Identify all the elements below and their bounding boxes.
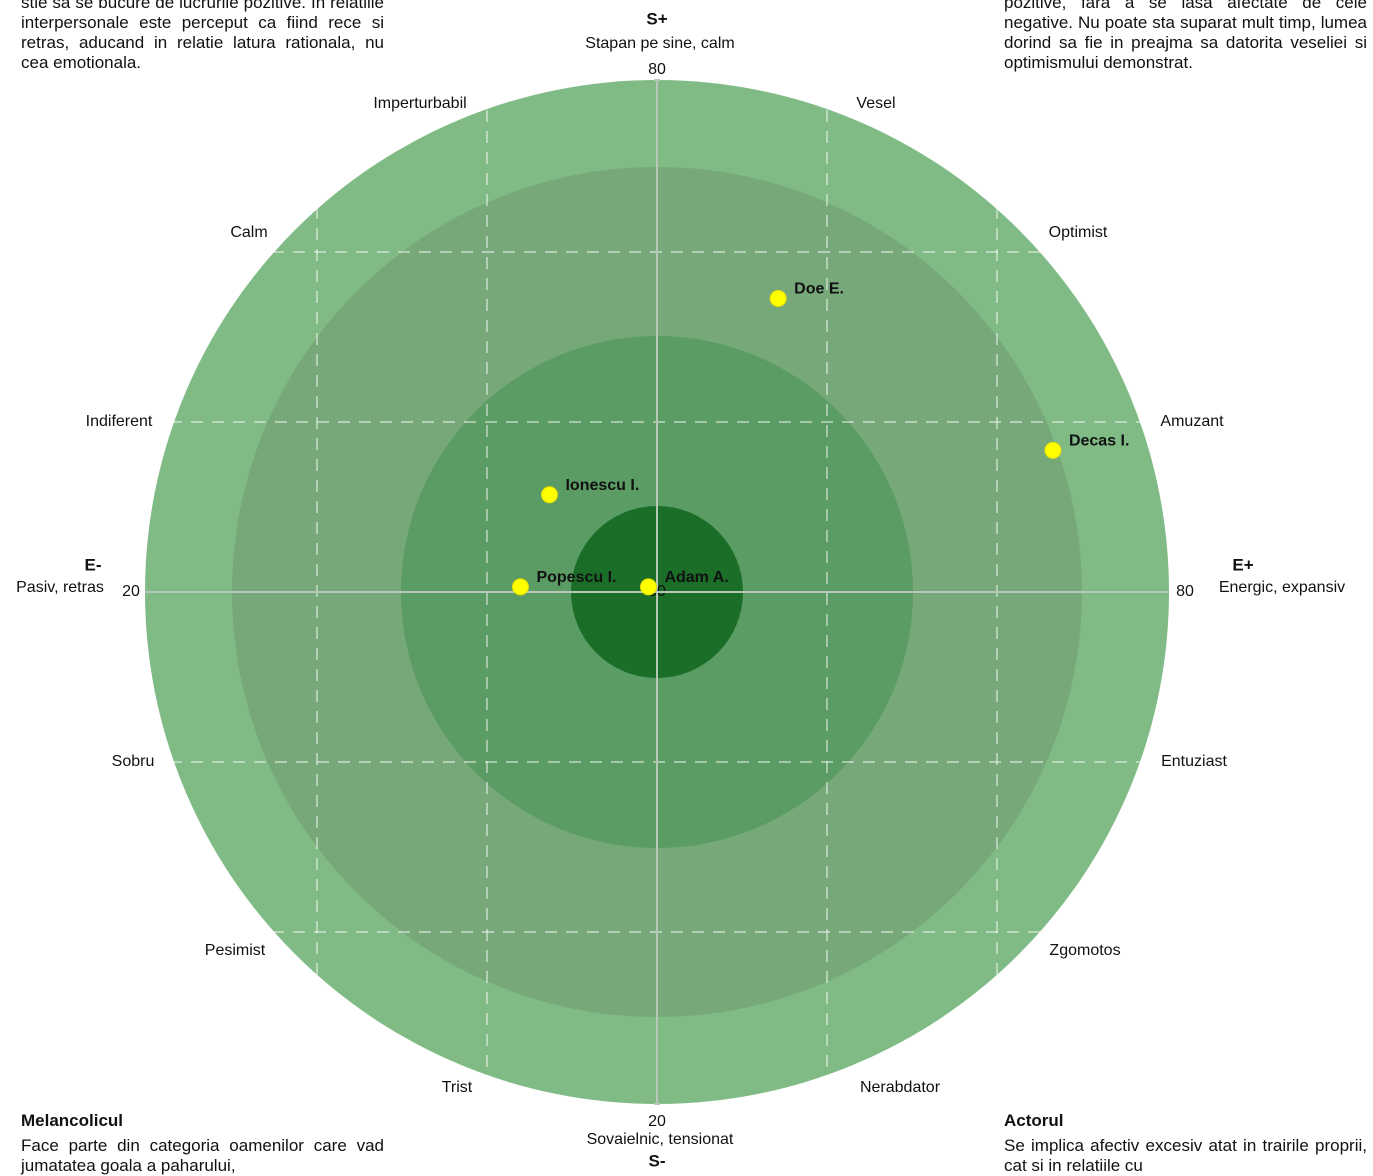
text-block: stie sa se bucure de lucrurile pozitive.… <box>21 0 384 72</box>
axis-name: E+ <box>1232 555 1253 574</box>
axis-label: Sovaielnic, tensionat <box>587 1131 734 1148</box>
trait-label: Entuziast <box>1161 753 1227 770</box>
trait-labels: Imperturbabil Vesel Calm Optimist Indife… <box>86 95 1228 1096</box>
axis-name: E- <box>85 555 102 574</box>
axis-name: S+ <box>646 9 667 28</box>
trait-label: Nerabdator <box>860 1079 941 1096</box>
x-tick-label: 20 <box>122 583 140 600</box>
point <box>769 289 787 307</box>
trait-label: Amuzant <box>1160 413 1224 430</box>
point-label: Doe E. <box>794 281 844 298</box>
trait-label: Imperturbabil <box>373 95 466 112</box>
x-tick-label: 80 <box>1176 583 1194 600</box>
text-block: pozitive, fara a se lasa afectate de cel… <box>1004 0 1367 72</box>
point-label: Decas I. <box>1069 433 1129 450</box>
text-heading: Actorul <box>1004 1111 1064 1130</box>
axis-label: Energic, expansiv <box>1219 579 1345 596</box>
trait-label: Pesimist <box>205 942 266 959</box>
point <box>540 486 558 504</box>
point <box>511 578 529 596</box>
trait-label: Trist <box>442 1079 473 1096</box>
point-label: Ionescu I. <box>565 477 639 494</box>
text-heading: Melancolicul <box>21 1111 124 1130</box>
trait-label: Calm <box>230 224 267 241</box>
point-label: Popescu I. <box>536 569 616 586</box>
text-block: Face parte din categoria oamenilor care … <box>21 1136 384 1175</box>
point-label: Adam A. <box>664 569 728 586</box>
axis-name: S- <box>649 1151 666 1170</box>
trait-label: Indiferent <box>86 413 153 430</box>
trait-label: Sobru <box>112 753 155 770</box>
y-tick-label: 20 <box>648 1113 666 1130</box>
trait-label: Optimist <box>1049 224 1108 241</box>
point <box>1044 441 1062 459</box>
text-block: Se implica afectiv excesiv atat in trair… <box>1004 1136 1367 1175</box>
point <box>639 578 657 596</box>
trait-label: Vesel <box>856 95 895 112</box>
axis-label: Pasiv, retras <box>16 579 104 596</box>
trait-label: Zgomotos <box>1049 942 1120 959</box>
axis-label: Stapan pe sine, calm <box>585 35 734 52</box>
y-tick-label: 80 <box>648 61 666 78</box>
